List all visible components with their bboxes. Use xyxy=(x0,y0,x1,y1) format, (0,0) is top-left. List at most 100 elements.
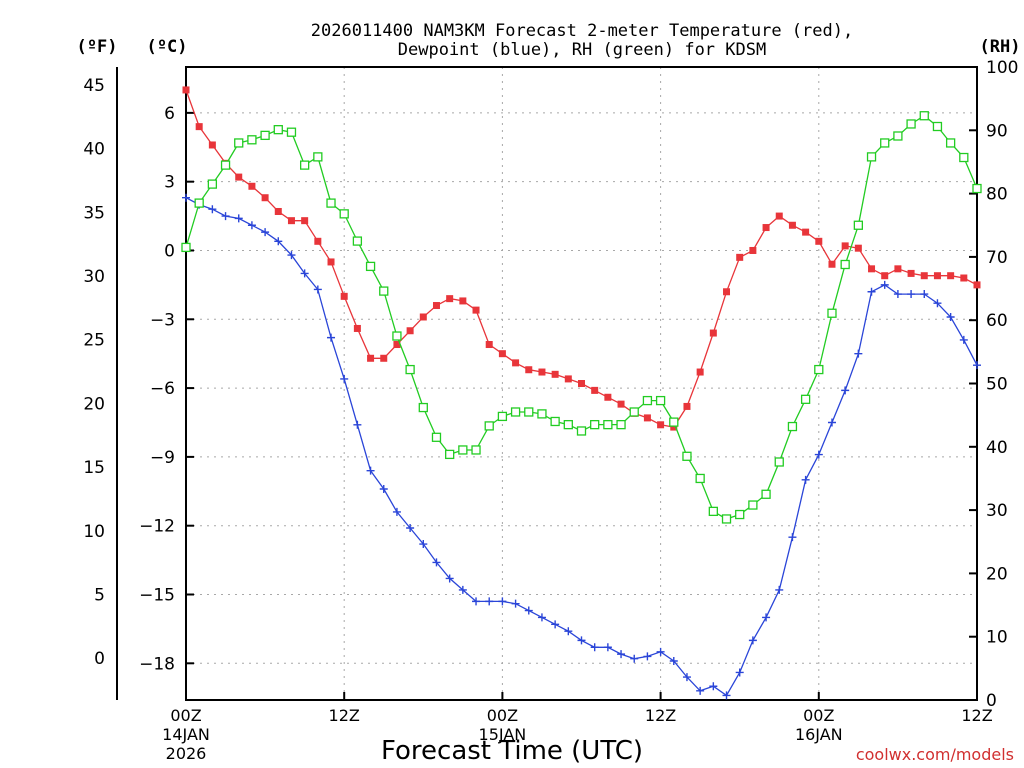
dewpoint-point xyxy=(854,349,863,358)
rh-point xyxy=(590,419,600,430)
temperature-point xyxy=(973,281,981,289)
dewpoint-point xyxy=(472,597,481,606)
dewpoint-point xyxy=(353,420,362,429)
dewpoint-point xyxy=(300,269,309,278)
rh-point xyxy=(247,135,257,145)
rh-point xyxy=(616,419,626,430)
dewpoint-point xyxy=(511,599,520,608)
temperature-point xyxy=(314,237,322,245)
dewpoint-point xyxy=(234,214,243,223)
rh-point xyxy=(207,179,218,189)
fahrenheit-tick-label: 45 xyxy=(83,76,105,96)
dewpoint-point xyxy=(788,533,797,542)
rh-point xyxy=(682,451,692,461)
temperature-point xyxy=(591,386,599,394)
temperature-point xyxy=(564,375,572,383)
temperature-point xyxy=(828,260,836,268)
temperature-point xyxy=(551,370,559,378)
temperature-point xyxy=(525,366,533,374)
dewpoint-point xyxy=(458,585,467,594)
rh-point xyxy=(405,364,415,375)
celsius-tick-label: −6 xyxy=(150,379,175,399)
temperature-point xyxy=(274,207,282,215)
temperature-point xyxy=(261,194,269,202)
rh-point xyxy=(471,445,481,455)
temperature-point xyxy=(380,354,388,362)
dewpoint-point xyxy=(735,668,744,677)
rh-point xyxy=(919,111,929,121)
rh-point xyxy=(181,242,191,253)
temperature-point xyxy=(683,402,691,410)
celsius-unit-label: (ºC) xyxy=(147,37,188,57)
temperature-point xyxy=(960,274,968,282)
fahrenheit-tick-label: 10 xyxy=(83,522,105,542)
dewpoint-point xyxy=(801,475,810,484)
rh-point xyxy=(787,421,798,432)
rh-point xyxy=(642,395,653,406)
x-tick-label: 00Z xyxy=(170,706,201,725)
axes: 630−3−6−9−12−15−184540353025201510501009… xyxy=(83,58,1018,763)
rh-point xyxy=(299,160,310,170)
rh-tick-label: 50 xyxy=(986,375,1008,395)
dewpoint-point xyxy=(959,335,968,344)
celsius-tick-label: 0 xyxy=(164,241,175,261)
rh-point xyxy=(774,457,784,467)
temperature-point xyxy=(327,258,335,266)
rh-point xyxy=(735,509,745,520)
rh-point xyxy=(313,152,323,162)
rh-point xyxy=(669,417,679,427)
rh-tick-label: 40 xyxy=(986,438,1008,458)
temperature-point xyxy=(353,324,361,332)
x-axis-label: Forecast Time (UTC) xyxy=(381,736,643,766)
rh-point xyxy=(550,416,560,427)
rh-point xyxy=(972,183,982,194)
rh-tick-label: 10 xyxy=(986,628,1008,648)
celsius-tick-label: −12 xyxy=(139,517,175,537)
celsius-tick-label: −3 xyxy=(150,310,175,330)
x-tick-label: 12Z xyxy=(329,706,360,725)
x-tick-label: 12Z xyxy=(645,706,676,725)
series-line xyxy=(185,114,978,520)
temperature-point xyxy=(538,368,546,376)
dewpoint-point xyxy=(603,643,612,652)
rh-point xyxy=(339,209,349,219)
dewpoint-point xyxy=(630,654,639,663)
rh-tick-label: 0 xyxy=(986,691,997,711)
x-tick-label: 12Z xyxy=(961,706,992,725)
temperature-point xyxy=(723,288,731,296)
temperature-point xyxy=(235,173,243,181)
rh-point xyxy=(827,308,837,318)
rh-point xyxy=(497,411,508,422)
chart-title-line2: Dewpoint (blue), RH (green) for KDSM xyxy=(398,40,766,60)
dewpoint-point xyxy=(406,523,415,532)
rh-tick-label: 70 xyxy=(986,248,1008,268)
dewpoint-point xyxy=(907,290,916,299)
temperature-point xyxy=(749,246,757,254)
temperature-point xyxy=(643,414,651,422)
temperature-point xyxy=(446,295,454,303)
rh-point xyxy=(695,473,705,484)
dewpoint-point xyxy=(643,652,652,661)
rh-point xyxy=(800,394,811,404)
dewpoint-point xyxy=(722,691,731,700)
rh-point xyxy=(840,259,850,270)
rh-point xyxy=(748,500,758,510)
credit-text: coolwx.com/models xyxy=(856,745,1014,764)
fahrenheit-tick-label: 40 xyxy=(83,140,105,160)
temperature-point xyxy=(841,242,849,250)
rh-point xyxy=(880,138,890,148)
temperature-point xyxy=(459,297,467,305)
dewpoint-point xyxy=(564,627,573,636)
temperature-point xyxy=(472,306,480,314)
temperature-point xyxy=(498,350,506,358)
rh-point xyxy=(260,130,270,141)
rh-point xyxy=(945,138,956,148)
rh-point xyxy=(906,119,916,129)
dewpoint-point xyxy=(524,606,533,615)
rh-point xyxy=(959,152,969,163)
dewpoint-point xyxy=(617,650,626,659)
celsius-tick-label: −15 xyxy=(139,586,175,606)
rh-point xyxy=(431,432,442,442)
celsius-tick-label: 6 xyxy=(164,104,175,124)
x-tick-date-label: 16JAN xyxy=(795,725,843,744)
